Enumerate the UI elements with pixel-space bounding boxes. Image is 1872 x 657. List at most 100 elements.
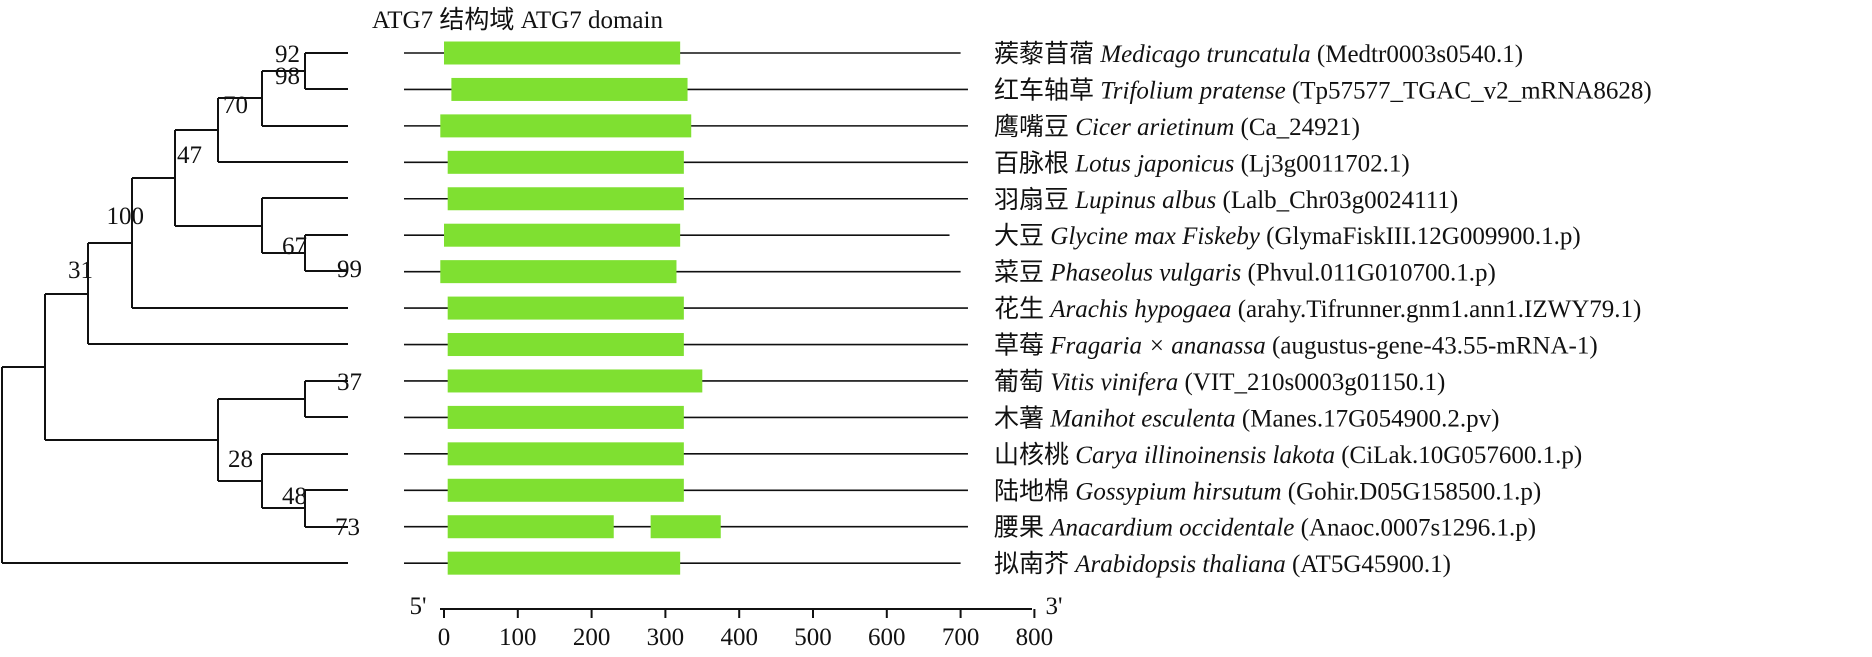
- bootstrap-value: 100: [107, 203, 145, 230]
- atg7-domain-bar: [447, 551, 681, 575]
- species-label: 蒺藜苜蓿 Medicago truncatula (Medtr0003s0540…: [994, 40, 1523, 68]
- axis-tick-label: 800: [1016, 624, 1054, 651]
- species-label: 羽扇豆 Lupinus albus (Lalb_Chr03g0024111): [994, 186, 1458, 214]
- bootstrap-value: 67: [282, 233, 307, 260]
- species-labels: 蒺藜苜蓿 Medicago truncatula (Medtr0003s0540…: [994, 40, 1652, 578]
- gene-id: (Medtr0003s0540.1): [1317, 41, 1523, 68]
- species-latin-name: Glycine max Fiskeby: [1050, 223, 1266, 250]
- axis-tick-label: 500: [794, 624, 832, 651]
- gene-id: (Lj3g0011702.1): [1241, 150, 1410, 177]
- gene-id: (Lalb_Chr03g0024111): [1223, 187, 1459, 214]
- atg7-domain-bar: [447, 333, 684, 357]
- atg7-domain-bar: [447, 442, 684, 466]
- domain-legend-title: ATG7 结构域 ATG7 domain: [372, 6, 663, 34]
- species-label: 菜豆 Phaseolus vulgaris (Phvul.011G010700.…: [994, 259, 1496, 287]
- species-chinese-name: 陆地棉: [994, 477, 1075, 505]
- atg7-domain-bar: [650, 515, 721, 539]
- length-scale-axis: 0 100 200 300 400 500 600 700 800 5' 3': [409, 593, 1062, 651]
- species-latin-name: Manihot esculenta: [1049, 405, 1242, 432]
- gene-id: (Ca_24921): [1241, 114, 1360, 141]
- atg7-domain-bar: [447, 515, 614, 539]
- species-chinese-name: 红车轴草: [994, 76, 1100, 104]
- species-latin-name: Anacardium occidentale: [1048, 515, 1300, 542]
- species-label: 葡萄 Vitis vinifera (VIT_210s0003g01150.1): [994, 368, 1445, 396]
- species-chinese-name: 羽扇豆: [994, 186, 1075, 214]
- species-latin-name: Trifolium pratense: [1100, 77, 1292, 104]
- bootstrap-value: 73: [335, 514, 360, 541]
- species-label: 花生 Arachis hypogaea (arahy.Tifrunner.gnm…: [994, 295, 1641, 323]
- species-latin-name: Arabidopsis thaliana: [1073, 551, 1292, 578]
- species-latin-name: Medicago truncatula: [1099, 41, 1317, 68]
- bootstrap-value: 48: [282, 483, 307, 510]
- gene-id: (arahy.Tifrunner.gnm1.ann1.IZWY79.1): [1238, 296, 1642, 323]
- species-label: 红车轴草 Trifolium pratense (Tp57577_TGAC_v2…: [994, 76, 1652, 104]
- species-chinese-name: 菜豆: [994, 259, 1050, 287]
- species-label: 鹰嘴豆 Cicer arietinum (Ca_24921): [994, 113, 1360, 141]
- gene-structure-tracks: [404, 41, 968, 575]
- species-chinese-name: 蒺藜苜蓿: [994, 40, 1100, 68]
- five-prime-label: 5': [409, 593, 426, 620]
- atg7-domain-bar: [447, 478, 684, 502]
- species-chinese-name: 腰果: [994, 515, 1050, 542]
- atg7-domain-bar: [440, 260, 677, 284]
- bootstrap-value: 47: [177, 142, 202, 169]
- species-chinese-name: 鹰嘴豆: [994, 113, 1075, 141]
- gene-id: (Anaoc.0007s1296.1.p): [1301, 515, 1536, 542]
- species-latin-name: Carya illinoinensis lakota: [1075, 442, 1341, 469]
- species-latin-name: Lupinus albus: [1074, 187, 1222, 214]
- gene-id: (CiLak.10G057600.1.p): [1341, 442, 1582, 469]
- axis-tick-label: 600: [868, 624, 906, 651]
- species-label: 木薯 Manihot esculenta (Manes.17G054900.2.…: [994, 404, 1500, 432]
- atg7-domain-bar: [451, 77, 688, 101]
- bootstrap-value: 70: [223, 92, 248, 119]
- species-label: 山核桃 Carya illinoinensis lakota (CiLak.10…: [994, 441, 1582, 469]
- species-label: 大豆 Glycine max Fiskeby (GlymaFiskIII.12G…: [994, 222, 1581, 250]
- species-chinese-name: 草莓: [994, 332, 1050, 360]
- phylogenetic-tree: [1, 52, 348, 564]
- species-label: 腰果 Anacardium occidentale (Anaoc.0007s12…: [994, 515, 1536, 542]
- species-label: 百脉根 Lotus japonicus (Lj3g0011702.1): [994, 149, 1410, 177]
- gene-id: (Phvul.011G010700.1.p): [1247, 260, 1495, 287]
- species-latin-name: Arachis hypogaea: [1048, 296, 1237, 323]
- atg7-domain-bar: [444, 41, 681, 65]
- species-latin-name: Vitis vinifera: [1050, 369, 1184, 396]
- bootstrap-value: 28: [228, 446, 253, 473]
- gene-id: (Tp57577_TGAC_v2_mRNA8628): [1292, 77, 1652, 104]
- atg7-domain-bar: [440, 114, 692, 138]
- species-chinese-name: 木薯: [994, 404, 1050, 432]
- species-latin-name: Lotus japonicus: [1074, 150, 1240, 177]
- species-chinese-name: 拟南芥: [994, 550, 1075, 578]
- species-chinese-name: 百脉根: [994, 149, 1075, 177]
- axis-tick-label: 100: [499, 624, 537, 651]
- atg7-domain-bar: [447, 296, 684, 320]
- bootstrap-value: 37: [337, 369, 362, 396]
- species-chinese-name: 葡萄: [994, 368, 1050, 396]
- species-chinese-name: 山核桃: [994, 441, 1075, 469]
- axis-tick-label: 300: [647, 624, 685, 651]
- species-label: 拟南芥 Arabidopsis thaliana (AT5G45900.1): [994, 550, 1451, 578]
- gene-id: (AT5G45900.1): [1292, 551, 1451, 578]
- species-label: 陆地棉 Gossypium hirsutum (Gohir.D05G158500…: [994, 477, 1541, 505]
- atg7-domain-bar: [447, 187, 684, 211]
- species-latin-name: Fragaria × ananassa: [1049, 333, 1272, 360]
- gene-id: (Gohir.D05G158500.1.p): [1288, 478, 1541, 505]
- species-label: 草莓 Fragaria × ananassa (augustus-gene-43…: [994, 332, 1598, 360]
- species-chinese-name: 花生: [994, 295, 1050, 323]
- three-prime-label: 3': [1045, 593, 1062, 620]
- species-latin-name: Phaseolus vulgaris: [1049, 260, 1247, 287]
- gene-id: (Manes.17G054900.2.pv): [1242, 405, 1500, 432]
- species-chinese-name: 大豆: [994, 222, 1050, 250]
- atg7-domain-bar: [447, 150, 684, 174]
- axis-tick-label: 400: [720, 624, 758, 651]
- bootstrap-value: 31: [68, 257, 93, 284]
- atg7-domain-bar: [447, 369, 703, 393]
- bootstrap-value: 99: [337, 256, 362, 283]
- atg7-domain-bar: [444, 223, 681, 247]
- bootstrap-value: 98: [275, 63, 300, 90]
- gene-id: (augustus-gene-43.55-mRNA-1): [1272, 333, 1598, 360]
- axis-tick-label: 200: [573, 624, 611, 651]
- species-latin-name: Gossypium hirsutum: [1075, 478, 1288, 505]
- species-latin-name: Cicer arietinum: [1075, 114, 1240, 141]
- axis-tick-label: 0: [438, 624, 451, 651]
